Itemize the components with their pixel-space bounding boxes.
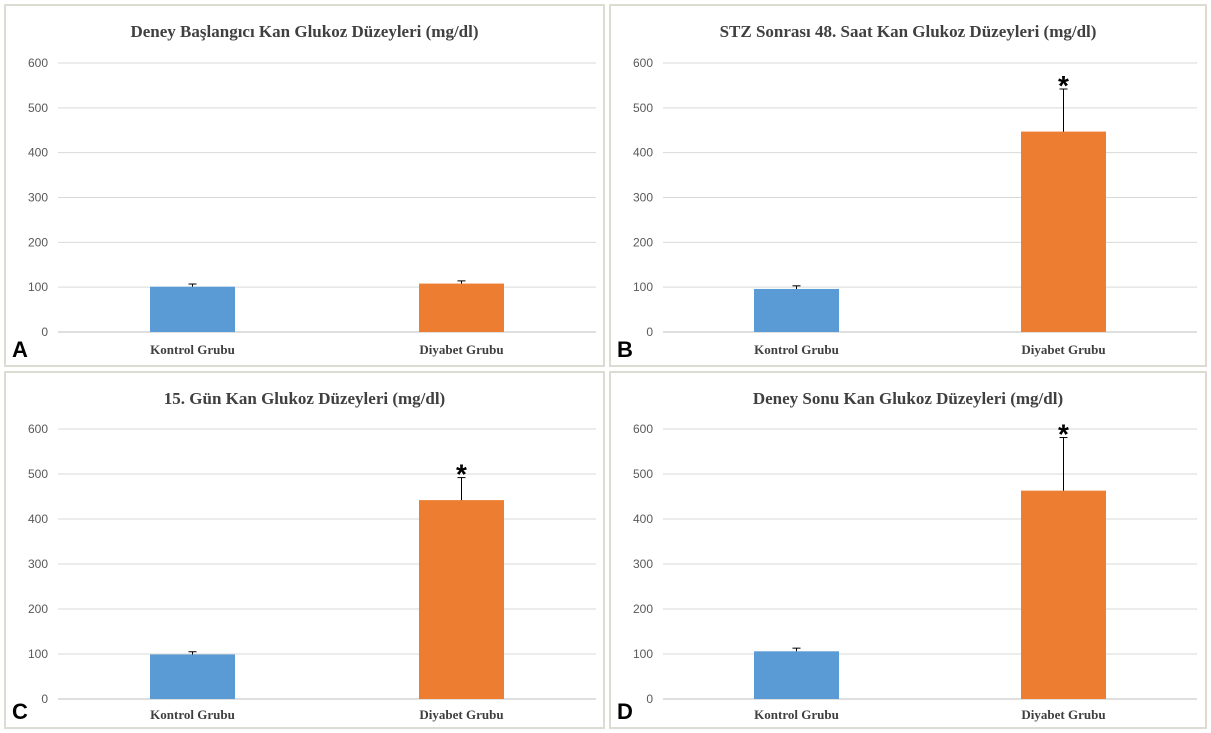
y-tick-label: 100 bbox=[28, 647, 48, 661]
chart-svg-a: Deney Başlangıcı Kan Glukoz Düzeyleri (m… bbox=[28, 22, 596, 357]
panel-letter-a: A bbox=[12, 337, 28, 362]
y-tick-label: 300 bbox=[633, 557, 653, 571]
y-tick-label: 0 bbox=[646, 325, 653, 339]
chart-title: Deney Başlangıcı Kan Glukoz Düzeyleri (m… bbox=[130, 22, 478, 41]
y-tick-label: 200 bbox=[28, 602, 48, 616]
y-tick-label: 500 bbox=[633, 467, 653, 481]
chart-panel-d: Deney Sonu Kan Glukoz Düzeyleri (mg/dl) 0… bbox=[609, 371, 1207, 729]
y-tick-label: 500 bbox=[633, 101, 653, 115]
y-tick-label: 0 bbox=[41, 692, 48, 706]
category-label: Kontrol Grubu bbox=[150, 707, 235, 722]
chart-title: STZ Sonrası 48. Saat Kan Glukoz Düzeyler… bbox=[720, 22, 1097, 41]
panel-letter-b: B bbox=[617, 337, 633, 362]
bar-diyabet bbox=[1021, 490, 1106, 699]
y-tick-label: 600 bbox=[28, 422, 48, 436]
chart-panel-c: 15. Gün Kan Glukoz Düzeyleri (mg/dl) 0 100… bbox=[4, 371, 605, 729]
y-tick-label: 200 bbox=[633, 602, 653, 616]
panel-letter-c: C bbox=[12, 699, 28, 724]
bar-kontrol bbox=[150, 286, 235, 332]
y-tick-label: 300 bbox=[28, 191, 48, 205]
y-tick-label: 400 bbox=[28, 146, 48, 160]
bar-kontrol bbox=[754, 288, 839, 332]
chart-svg-d: Deney Sonu Kan Glukoz Düzeyleri (mg/dl) 0… bbox=[633, 389, 1197, 722]
y-tick-label: 500 bbox=[28, 467, 48, 481]
y-tick-label: 100 bbox=[633, 280, 653, 294]
y-tick-label: 600 bbox=[633, 422, 653, 436]
bar-kontrol bbox=[754, 651, 839, 699]
chart-svg-b: STZ Sonrası 48. Saat Kan Glukoz Düzeyler… bbox=[633, 22, 1197, 357]
y-tick-label: 400 bbox=[633, 146, 653, 160]
y-tick-label: 400 bbox=[28, 512, 48, 526]
significance-marker: * bbox=[456, 459, 467, 490]
y-tick-label: 200 bbox=[28, 235, 48, 249]
y-tick-label: 100 bbox=[633, 647, 653, 661]
category-label: Diyabet Grubu bbox=[419, 707, 503, 722]
significance-marker: * bbox=[1058, 419, 1069, 450]
significance-marker: * bbox=[1058, 70, 1069, 101]
chart-title: 15. Gün Kan Glukoz Düzeyleri (mg/dl) bbox=[164, 389, 445, 408]
y-tick-label: 500 bbox=[28, 101, 48, 115]
chart-panel-b: STZ Sonrası 48. Saat Kan Glukoz Düzeyler… bbox=[609, 4, 1207, 367]
y-tick-label: 200 bbox=[633, 235, 653, 249]
category-label: Diyabet Grubu bbox=[1021, 342, 1105, 357]
bar-diyabet bbox=[419, 283, 504, 332]
bar-kontrol bbox=[150, 654, 235, 699]
category-label: Kontrol Grubu bbox=[150, 342, 235, 357]
panel-letter-d: D bbox=[617, 699, 633, 724]
y-tick-label: 600 bbox=[28, 56, 48, 70]
y-tick-label: 400 bbox=[633, 512, 653, 526]
y-tick-label: 300 bbox=[633, 191, 653, 205]
bar-diyabet bbox=[1021, 131, 1106, 332]
category-label: Diyabet Grubu bbox=[1021, 707, 1105, 722]
category-label: Kontrol Grubu bbox=[754, 342, 839, 357]
chart-title: Deney Sonu Kan Glukoz Düzeyleri (mg/dl) bbox=[753, 389, 1063, 408]
bar-diyabet bbox=[419, 500, 504, 699]
y-tick-label: 300 bbox=[28, 557, 48, 571]
chart-svg-c: 15. Gün Kan Glukoz Düzeyleri (mg/dl) 0 100… bbox=[28, 389, 596, 722]
y-tick-label: 600 bbox=[633, 56, 653, 70]
y-tick-label: 100 bbox=[28, 280, 48, 294]
category-label: Kontrol Grubu bbox=[754, 707, 839, 722]
chart-panel-a: Deney Başlangıcı Kan Glukoz Düzeyleri (m… bbox=[4, 4, 605, 367]
y-tick-label: 0 bbox=[41, 325, 48, 339]
y-tick-label: 0 bbox=[646, 692, 653, 706]
category-label: Diyabet Grubu bbox=[419, 342, 503, 357]
